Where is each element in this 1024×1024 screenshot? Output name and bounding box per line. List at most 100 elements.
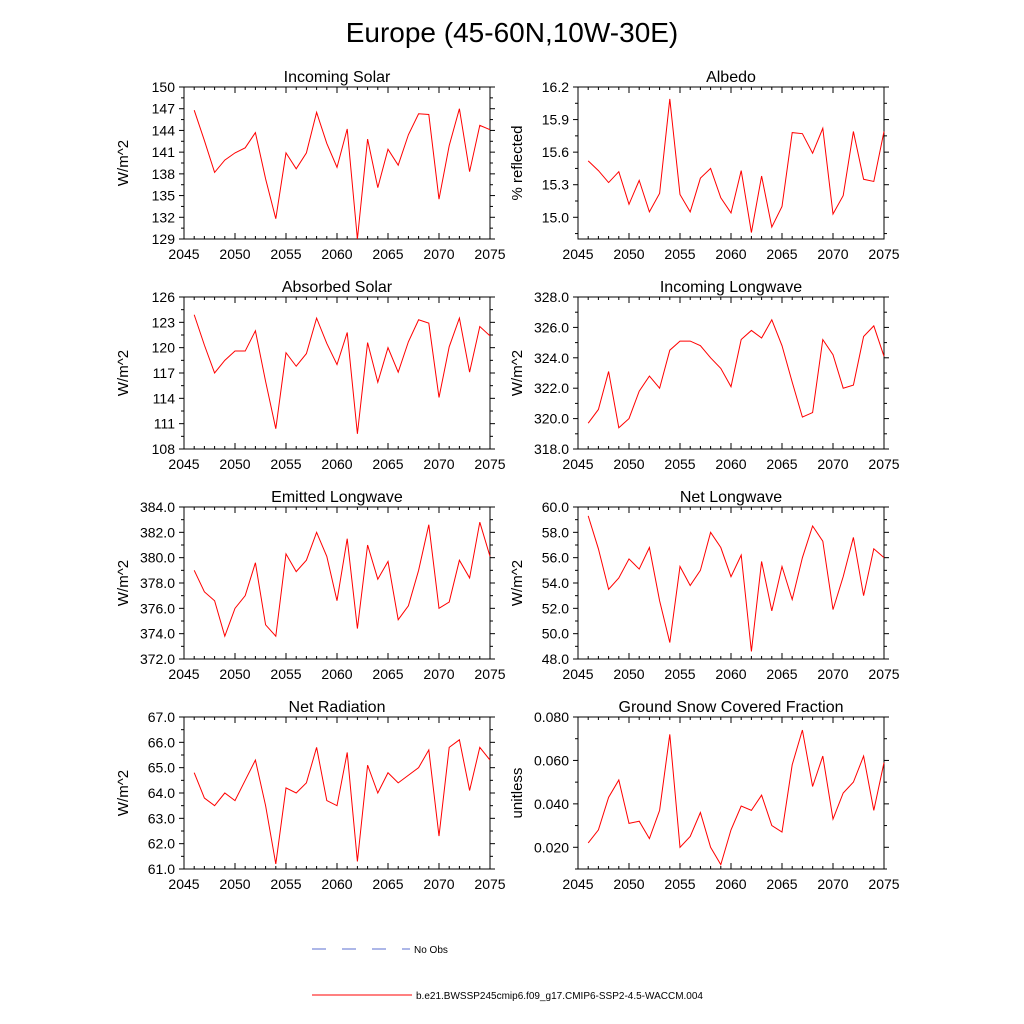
data-point	[628, 204, 629, 205]
data-point	[853, 131, 854, 132]
data-point	[194, 772, 195, 773]
x-tick-label: 2070	[817, 666, 848, 682]
data-point	[751, 232, 752, 233]
data-point	[598, 829, 599, 830]
series-line	[587, 729, 885, 866]
data-point	[316, 747, 317, 748]
x-tick-label: 2055	[270, 666, 301, 682]
data-point	[659, 600, 660, 601]
x-tick-label: 2045	[562, 666, 593, 682]
x-tick-label: 2075	[474, 246, 505, 262]
data-point	[459, 108, 460, 109]
x-tick-label: 2070	[817, 246, 848, 262]
data-point	[628, 823, 629, 824]
x-tick-label: 2070	[423, 456, 454, 472]
x-tick-label: 2050	[613, 666, 644, 682]
data-point	[639, 568, 640, 569]
data-point	[469, 577, 470, 578]
x-tick-label: 2045	[168, 666, 199, 682]
data-point	[418, 570, 419, 571]
data-point	[710, 847, 711, 848]
data-point	[822, 755, 823, 756]
x-tick-label: 2075	[474, 456, 505, 472]
data-point	[347, 752, 348, 753]
panel-title: Albedo	[706, 69, 756, 86]
series-line	[193, 108, 491, 240]
x-tick-label: 2060	[321, 456, 352, 472]
y-tick-label: 65.0	[148, 760, 175, 776]
data-point	[459, 560, 460, 561]
data-point	[781, 566, 782, 567]
data-point	[438, 608, 439, 609]
y-tick-label: 15.0	[542, 209, 569, 225]
data-point	[428, 114, 429, 115]
data-point	[761, 175, 762, 176]
x-tick-label: 2070	[423, 666, 454, 682]
data-point	[377, 382, 378, 383]
x-tick-label: 2060	[715, 456, 746, 472]
x-tick-label: 2060	[321, 246, 352, 262]
data-point	[224, 636, 225, 637]
data-point	[398, 165, 399, 166]
data-point	[194, 314, 195, 315]
data-point	[285, 152, 286, 153]
data-point	[408, 134, 409, 135]
data-point	[296, 366, 297, 367]
data-point	[438, 835, 439, 836]
data-point	[387, 347, 388, 348]
data-point	[730, 386, 731, 387]
data-point	[428, 749, 429, 750]
data-point	[275, 428, 276, 429]
data-point	[367, 342, 368, 343]
panel-net-longwave: Net Longwave 2045 2050 2055 2060 2065 2070 2075…	[509, 489, 900, 682]
data-point	[720, 547, 721, 548]
data-point	[224, 160, 225, 161]
data-point	[802, 416, 803, 417]
data-point	[741, 555, 742, 556]
data-point	[489, 335, 490, 336]
data-point	[326, 343, 327, 344]
data-point	[822, 128, 823, 129]
panel-ground-snow-covered-fraction: Ground Snow Covered Fraction 2045 2050 2055…	[509, 699, 900, 892]
panel-title: Incoming Solar	[284, 69, 391, 86]
y-tick-label: 324.0	[534, 350, 569, 366]
panel-albedo: Albedo 2045 2050 2055 2060 2065 2070 2075 15.0 15…	[509, 69, 900, 262]
data-point	[802, 133, 803, 134]
data-point	[224, 360, 225, 361]
y-tick-label: 15.3	[542, 177, 569, 193]
panel-grid: Incoming Solar 2045 2050 2055 2060 2065 2070 20…	[115, 69, 900, 892]
data-point	[255, 132, 256, 133]
data-point	[245, 147, 246, 148]
data-point	[459, 318, 460, 319]
data-point	[608, 182, 609, 183]
data-point	[792, 764, 793, 765]
data-point	[408, 605, 409, 606]
plot-frame	[577, 716, 885, 870]
data-point	[377, 792, 378, 793]
data-point	[608, 371, 609, 372]
data-point	[469, 790, 470, 791]
x-tick-label: 2060	[321, 876, 352, 892]
plot-frame	[183, 506, 491, 660]
y-tick-label: 132	[152, 209, 176, 225]
y-tick-label: 62.0	[148, 836, 175, 852]
data-point	[387, 772, 388, 773]
data-point	[387, 149, 388, 150]
data-point	[275, 636, 276, 637]
data-point	[669, 642, 670, 643]
x-tick-label: 2065	[372, 246, 403, 262]
data-point	[438, 199, 439, 200]
data-point	[710, 357, 711, 358]
data-point	[204, 345, 205, 346]
data-point	[883, 762, 884, 763]
y-tick-label: 0.020	[534, 839, 569, 855]
y-tick-label: 15.9	[542, 112, 569, 128]
y-tick-label: 50.0	[542, 626, 569, 642]
data-point	[822, 541, 823, 542]
data-point	[741, 339, 742, 340]
data-point	[843, 388, 844, 389]
x-tick-label: 2060	[715, 666, 746, 682]
y-tick-label: 0.080	[534, 709, 569, 725]
data-point	[265, 805, 266, 806]
data-point	[649, 211, 650, 212]
